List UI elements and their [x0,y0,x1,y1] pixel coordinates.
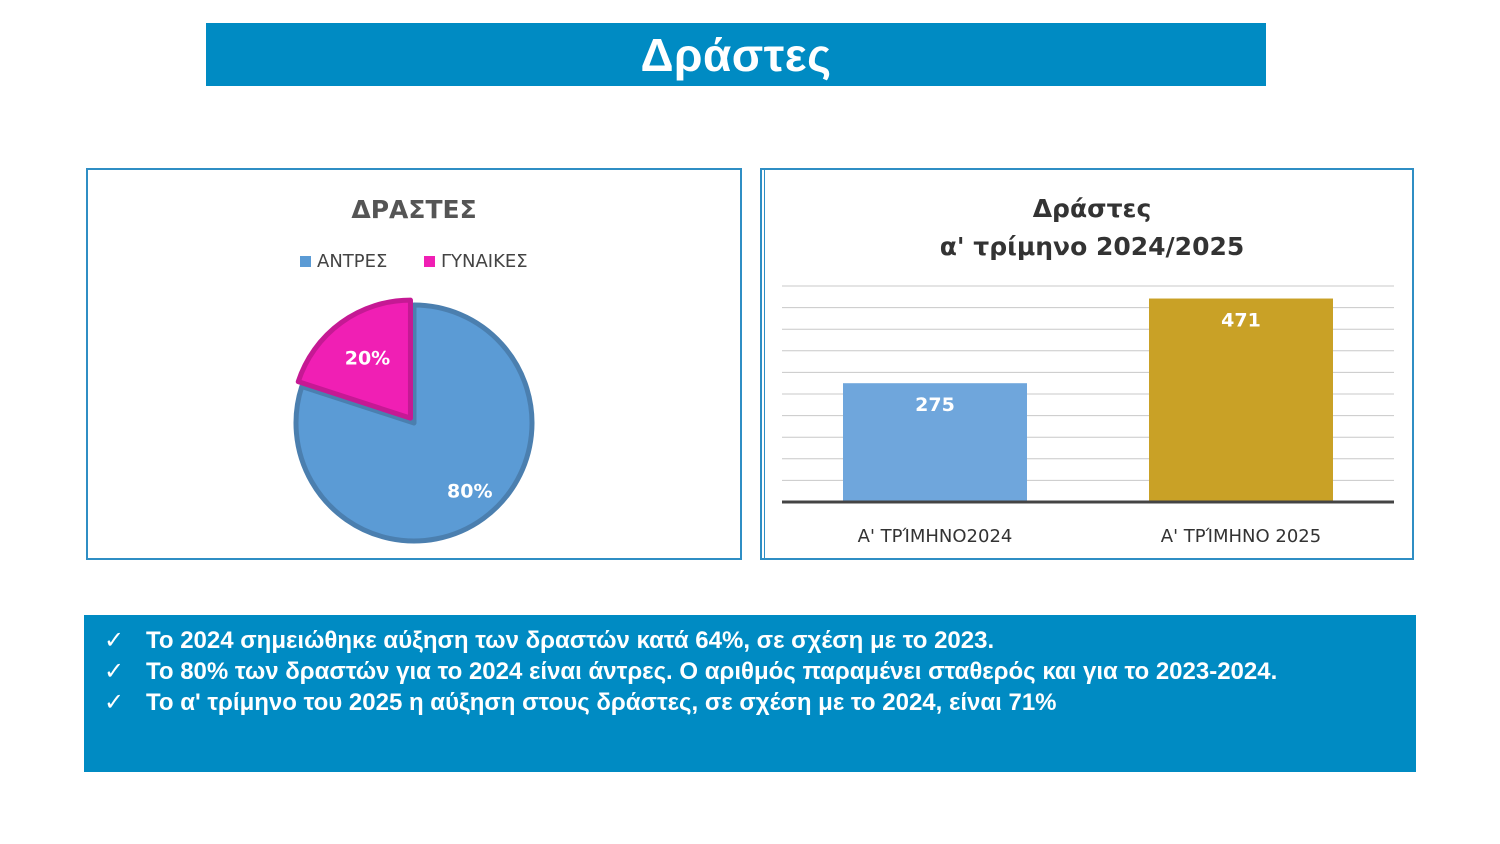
legend-label: ΑΝΤΡΕΣ [317,251,387,272]
x-tick-label: Α' ΤΡΊΜΗΝΟ 2025 [1161,526,1321,547]
pie-slice [293,302,535,544]
bar [843,383,1027,502]
bar-data-label: 471 [1221,310,1261,332]
bar-chart-panel: Δράστες α' τρίμηνο 2024/2025 275 Α' ΤΡΊΜΗΝΟ… [760,168,1414,560]
pie-data-label: 20% [345,347,390,369]
summary-text: Το 80% των δραστών για το 2024 είναι άντ… [146,658,1278,685]
bar [1149,298,1333,502]
page-title: Δράστες [640,28,832,81]
pie-slice [295,297,413,421]
summary-text: Το α' τρίμηνο του 2025 η αύξηση στους δρ… [146,689,1057,716]
legend-label: ΓΥΝΑΙΚΕΣ [441,251,528,272]
bar-data-label: 275 [915,394,955,416]
legend-swatch [424,256,435,267]
summary-text: Το 2024 σημειώθηκε αύξηση των δραστών κα… [146,627,995,654]
summary-box: ✓ Το 2024 σημειώθηκε αύξηση των δραστών … [84,615,1416,772]
bar-chart-title: Δράστες [1033,194,1152,223]
checkmark-icon: ✓ [104,688,125,716]
checkmark-icon: ✓ [104,657,125,685]
legend-swatch [300,256,311,267]
summary-item: ✓ Το 2024 σημειώθηκε αύξηση των δραστών … [104,625,1396,656]
bar-chart: Δράστες α' τρίμηνο 2024/2025 275 Α' ΤΡΊΜΗΝΟ… [782,194,1394,547]
pie-chart: ΔΡΑΣΤΕΣ ΑΝΤΡΕΣ ΓΥΝΑΙΚΕΣ 80% 20% [293,195,535,544]
page-title-bar: Δράστες [206,23,1266,86]
summary-item: ✓ Το α' τρίμηνο του 2025 η αύξηση στους … [104,687,1396,718]
bar-chart-subtitle: α' τρίμηνο 2024/2025 [940,232,1245,261]
summary-item: ✓ Το 80% των δραστών για το 2024 είναι ά… [104,656,1396,687]
pie-chart-panel: ΔΡΑΣΤΕΣ ΑΝΤΡΕΣ ΓΥΝΑΙΚΕΣ 80% 20% [86,168,742,560]
pie-data-label: 80% [447,481,492,503]
x-tick-label: Α' ΤΡΊΜΗΝΟ2024 [858,526,1013,547]
pie-chart-title: ΔΡΑΣΤΕΣ [351,195,476,224]
checkmark-icon: ✓ [104,626,125,654]
